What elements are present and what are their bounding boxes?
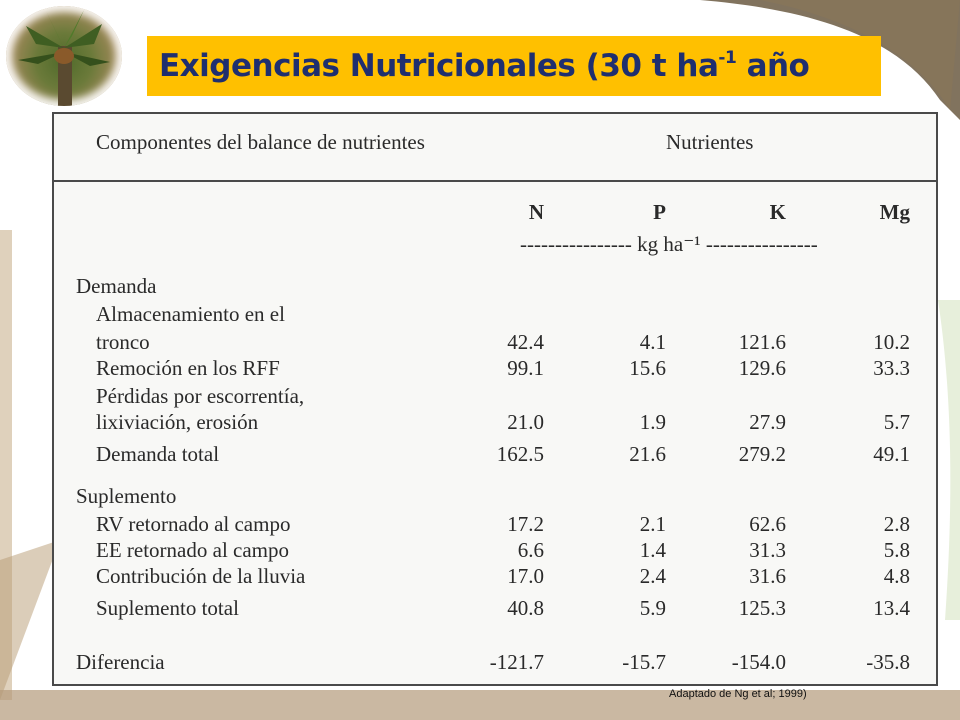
cell-value: 33.3 <box>873 356 910 380</box>
cell-value: 2.8 <box>883 512 910 536</box>
cell-value: 31.6 <box>749 564 786 588</box>
cell-value: 10.2 <box>873 330 910 354</box>
cell-value: 62.6 <box>749 512 786 536</box>
palm-tree-logo-icon <box>6 6 122 106</box>
column-header-n: N <box>528 200 544 224</box>
row-label: Suplemento total <box>96 596 239 620</box>
row-label: EE retornado al campo <box>96 538 289 562</box>
cell-value: 121.6 <box>738 330 786 354</box>
cell-value: 15.6 <box>629 356 666 380</box>
cell-value: 27.9 <box>749 410 786 434</box>
cell-value: 42.4 <box>507 330 544 354</box>
cell-value: 129.6 <box>738 356 786 380</box>
cell-value: -121.7 <box>489 650 544 674</box>
cell-value: 162.5 <box>496 442 544 466</box>
cell-value: 6.6 <box>517 538 544 562</box>
cell-value: 4.1 <box>639 330 666 354</box>
cell-value: 2.4 <box>639 564 666 588</box>
cell-value: -35.8 <box>866 650 910 674</box>
row-label: RV retornado al campo <box>96 512 291 536</box>
source-caption: Adaptado de Ng et al; 1999) <box>669 688 807 700</box>
cell-value: -15.7 <box>622 650 666 674</box>
column-header-k: K <box>769 200 786 224</box>
cell-value: 31.3 <box>749 538 786 562</box>
cell-value: 17.2 <box>507 512 544 536</box>
units-row: ---------------- kg ha⁻¹ ---------------… <box>520 232 818 256</box>
cell-value: 279.2 <box>738 442 786 466</box>
cell-value: 1.4 <box>639 538 666 562</box>
nutrient-balance-table: Componentes del balance de nutrientes Nu… <box>52 112 938 686</box>
row-label: lixiviación, erosión <box>96 410 259 434</box>
cell-value: 40.8 <box>507 596 544 620</box>
row-label: Remoción en los RFF <box>96 356 280 380</box>
column-header-mg: Mg <box>879 200 910 224</box>
row-label-diferencia: Diferencia <box>76 650 165 674</box>
row-label: Demanda total <box>96 442 220 466</box>
section-suplemento: Suplemento <box>76 484 177 508</box>
cell-value: 1.9 <box>639 410 666 434</box>
header-divider <box>54 180 936 182</box>
cell-value: 99.1 <box>507 356 544 380</box>
cell-value: 49.1 <box>873 442 910 466</box>
header-components: Componentes del balance de nutrientes <box>96 130 425 154</box>
cell-value: -154.0 <box>731 650 786 674</box>
cell-value: 5.8 <box>883 538 910 562</box>
section-demanda: Demanda <box>76 274 157 298</box>
row-label: Pérdidas por escorrentía, <box>96 384 305 408</box>
cell-value: 5.7 <box>883 410 910 434</box>
header-nutrients: Nutrientes <box>666 130 754 154</box>
row-label: tronco <box>96 330 150 354</box>
cell-value: 21.0 <box>507 410 544 434</box>
cell-value: 125.3 <box>738 596 786 620</box>
cell-value: 4.8 <box>883 564 910 588</box>
title-banner: Exigencias Nutricionales (30 t ha-1 año <box>147 36 881 96</box>
cell-value: 17.0 <box>507 564 544 588</box>
cell-value: 13.4 <box>873 596 910 620</box>
column-header-p: P <box>653 200 666 224</box>
page-title: Exigencias Nutricionales (30 t ha-1 año <box>159 47 810 84</box>
cell-value: 2.1 <box>639 512 666 536</box>
row-label: Contribución de la lluvia <box>96 564 306 588</box>
cell-value: 21.6 <box>629 442 666 466</box>
row-label: Almacenamiento en el <box>96 302 285 326</box>
cell-value: 5.9 <box>639 596 666 620</box>
